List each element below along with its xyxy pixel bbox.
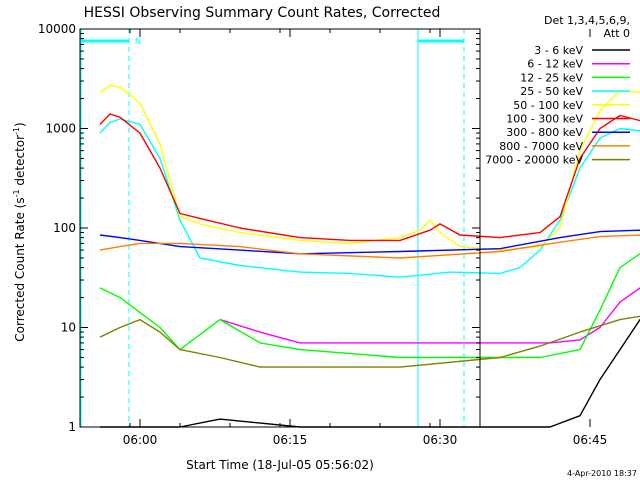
x-tick-label: 06:00: [123, 433, 158, 447]
legend-label-2: 6 - 12 keV: [527, 58, 583, 71]
y-tick-label: 100: [53, 221, 76, 235]
chart-title: HESSI Observing Summary Count Rates, Cor…: [84, 5, 441, 21]
legend-header-detectors: Det 1,3,4,5,6,9,: [544, 14, 630, 27]
legend-label-6: 100 - 300 keV: [506, 113, 583, 126]
series-line-8: [99, 234, 640, 259]
night-marker-label: N: [135, 37, 141, 46]
axis-ticks: 11010010001000006:0006:1506:3006:4507:00…: [38, 22, 608, 447]
legend-label-1: 3 - 6 keV: [534, 44, 583, 57]
legend-label-7: 300 - 800 keV: [506, 126, 583, 139]
timestamp: 4-Apr-2010 18:37: [567, 469, 637, 478]
x-tick-label: 06:30: [423, 433, 458, 447]
series-line-3: [99, 253, 640, 359]
series-line-9: [99, 315, 640, 368]
y-tick-label: 10: [61, 321, 76, 335]
legend-label-9: 7000 - 20000 keV: [485, 154, 583, 167]
y-tick-label: 1000: [45, 122, 76, 136]
series-line-7: [99, 229, 640, 255]
legend-label-4: 25 - 50 keV: [520, 85, 583, 98]
legend-label-5: 50 - 100 keV: [513, 99, 583, 112]
legend-header-attenuator: Att 0: [604, 27, 630, 40]
y-axis-label: Corrected Count Rate (s-1 detector-1): [12, 122, 27, 341]
legend-label-3: 12 - 25 keV: [520, 71, 583, 84]
legend-label-8: 800 - 7000 keV: [499, 140, 583, 153]
series-line-6: [99, 113, 640, 242]
x-axis-label: Start Time (18-Jul-05 05:56:02): [186, 458, 374, 472]
series-line-2: [219, 287, 640, 344]
y-tick-label: 1: [68, 420, 76, 434]
y-tick-label: 10000: [38, 22, 76, 36]
x-tick-label: 06:45: [573, 433, 608, 447]
x-tick-label: 06:15: [273, 433, 308, 447]
series-line-4: [99, 118, 640, 278]
